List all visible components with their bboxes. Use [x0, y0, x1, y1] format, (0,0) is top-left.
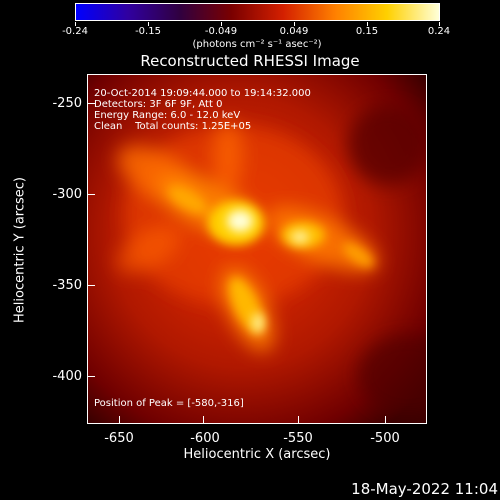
info-clean-counts: Clean Total counts: 1.25E+05: [94, 121, 252, 132]
colorbar-tick: [75, 22, 76, 26]
x-axis-label: Heliocentric X (arcsec): [183, 447, 331, 462]
colorbar-tick: [439, 22, 440, 26]
info-detectors: Detectors: 3F 6F 9F, Att 0: [94, 99, 223, 110]
x-tick-label: -600: [190, 431, 220, 446]
solar-image-canvas: [88, 75, 426, 423]
y-axis-labels: -250 -300 -350 -400: [0, 0, 82, 500]
info-time-range: 20-Oct-2014 19:09:44.000 to 19:14:32.000: [94, 88, 311, 99]
colorbar-tick: [221, 22, 222, 26]
y-tick-label: -350: [52, 278, 82, 293]
x-axis-tick: [298, 416, 299, 424]
colorbar-tick: [367, 22, 368, 26]
y-axis-tick: [87, 194, 95, 195]
x-axis-tick: [203, 416, 204, 424]
x-axis-tick: [119, 416, 120, 424]
y-tick-label: -250: [52, 96, 82, 111]
x-tick-label: -650: [104, 431, 134, 446]
colorbar-tick-label: 0.049: [279, 26, 309, 37]
y-axis-label: Heliocentric Y (arcsec): [12, 177, 28, 323]
colorbar-tick: [294, 22, 295, 26]
peak-position: Position of Peak = [-580,-316]: [94, 398, 244, 409]
y-axis-tick: [87, 376, 95, 377]
info-energy-range: Energy Range: 6.0 - 12.0 keV: [94, 110, 241, 121]
y-tick-label: -300: [52, 187, 82, 202]
x-tick-label: -500: [370, 431, 400, 446]
plot-title: Reconstructed RHESSI Image: [140, 52, 360, 70]
colorbar-tick-label: -0.15: [135, 26, 161, 37]
solar-image: [87, 74, 427, 424]
x-axis-tick: [385, 416, 386, 424]
colorbar-tick-label: -0.049: [204, 26, 238, 37]
emission-peak: [227, 210, 309, 333]
colorbar-units: (photons cm⁻² s⁻¹ asec⁻²): [192, 39, 322, 50]
colorbar: [75, 3, 440, 21]
colorbar-tick: [148, 22, 149, 26]
y-axis-tick: [87, 285, 95, 286]
date-stamp: 18-May-2022 11:04: [351, 480, 498, 498]
colorbar-tick-label: 0.15: [355, 26, 379, 37]
x-tick-label: -550: [283, 431, 313, 446]
y-axis-tick: [87, 103, 95, 104]
colorbar-tick-label: -0.24: [62, 26, 88, 37]
y-tick-label: -400: [52, 369, 82, 384]
colorbar-tick-label: 0.24: [427, 26, 451, 37]
